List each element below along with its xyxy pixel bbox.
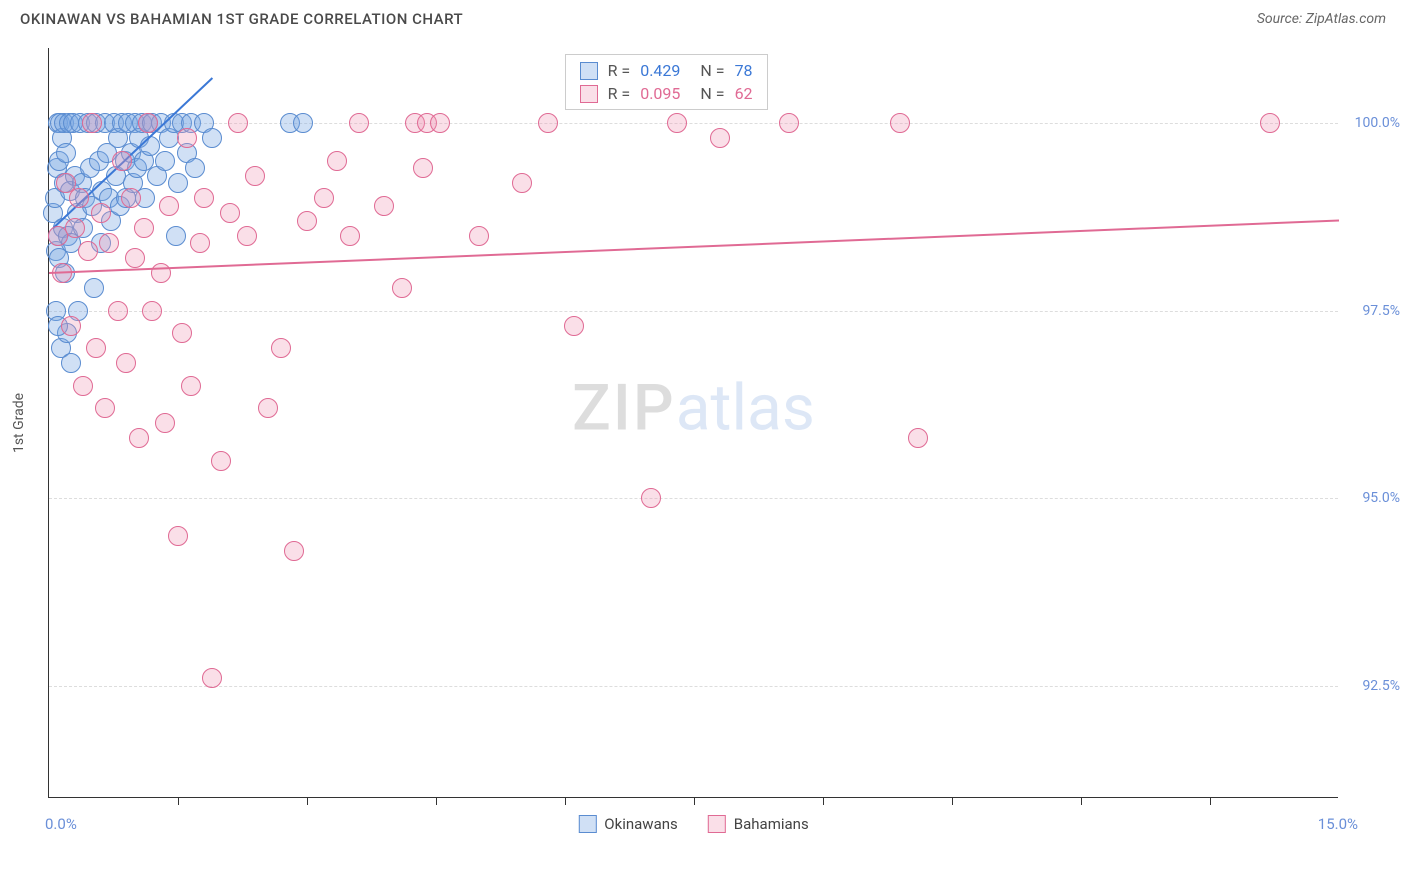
- legend-item: Bahamians: [708, 815, 809, 833]
- legend-stats-row: R = 0.429 N = 78: [566, 59, 767, 82]
- x-tick: [823, 797, 824, 805]
- legend-stats-row: R = 0.095 N = 62: [566, 82, 767, 105]
- stat-n-value: 62: [735, 84, 753, 103]
- x-range-end: 15.0%: [1318, 815, 1358, 833]
- legend-swatch: [580, 62, 598, 80]
- stat-n-label: N =: [700, 61, 724, 80]
- stat-n-value: 78: [735, 61, 753, 80]
- x-tick: [694, 797, 695, 805]
- x-tick: [1210, 797, 1211, 805]
- y-tick-label: 97.5%: [1362, 303, 1400, 319]
- y-axis-title: 1st Grade: [11, 392, 27, 452]
- chart-header: OKINAWAN VS BAHAMIAN 1ST GRADE CORRELATI…: [0, 0, 1406, 28]
- legend-swatch: [708, 815, 726, 833]
- stat-r-value: 0.429: [640, 61, 680, 80]
- y-tick-label: 92.5%: [1362, 678, 1400, 694]
- chart-title: OKINAWAN VS BAHAMIAN 1ST GRADE CORRELATI…: [20, 10, 463, 28]
- y-tick-label: 100.0%: [1355, 115, 1400, 131]
- legend-label: Bahamians: [734, 815, 809, 833]
- x-tick: [307, 797, 308, 805]
- y-tick-label: 95.0%: [1362, 490, 1400, 506]
- bottom-legend: Okinawans Bahamians: [578, 815, 808, 833]
- legend-swatch: [580, 85, 598, 103]
- x-tick: [1081, 797, 1082, 805]
- legend-item: Okinawans: [578, 815, 677, 833]
- legend-swatch: [578, 815, 596, 833]
- chart-source: Source: ZipAtlas.com: [1257, 11, 1386, 27]
- x-tick: [178, 797, 179, 805]
- x-tick: [565, 797, 566, 805]
- stat-r-value: 0.095: [640, 84, 680, 103]
- trend-line: [49, 48, 1339, 798]
- legend-stats-box: R = 0.429 N = 78 R = 0.095 N = 62: [565, 54, 768, 110]
- stat-r-label: R =: [608, 61, 631, 80]
- stat-n-label: N =: [700, 84, 724, 103]
- scatter-chart: 1st Grade ZIPatlas 92.5%95.0%97.5%100.0%…: [48, 48, 1338, 798]
- stat-r-label: R =: [608, 84, 631, 103]
- legend-label: Okinawans: [604, 815, 677, 833]
- x-tick: [952, 797, 953, 805]
- x-range-start: 0.0%: [45, 815, 77, 833]
- x-tick: [436, 797, 437, 805]
